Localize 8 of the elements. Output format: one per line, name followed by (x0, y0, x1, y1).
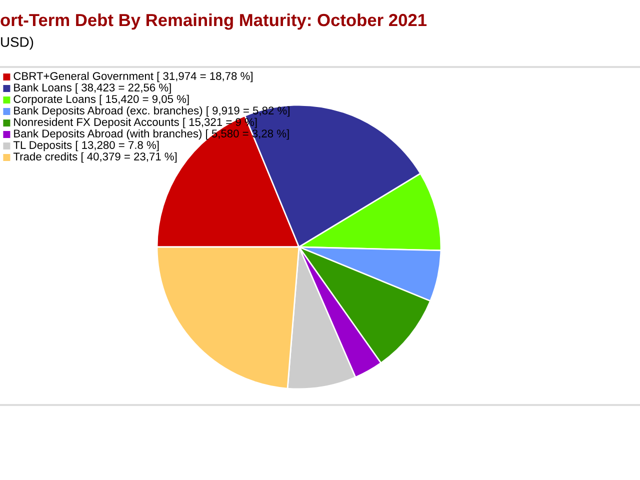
legend-label: TL Deposits [ 13,280 = 7.8 %] (13, 140, 159, 152)
chart-title: ort-Term Debt By Remaining Maturity: October 2021 (0, 13, 427, 30)
legend-label: Trade credits [ 40,379 = 23,71 %] (13, 152, 177, 163)
legend-label: Bank Deposits Abroad (with branches) [ 5,580 = 3,28 %] (14, 129, 289, 140)
chart-subtitle: USD) (1, 36, 34, 50)
legend-label: Corporate Loans [ 15,420 = 9,05 %] (14, 94, 189, 106)
legend-label: CBRT+General Government [ 31,974 = 18,78 %] (14, 72, 252, 82)
legend-label: Bank Loans [ 38,423 = 22,56 %] (14, 83, 171, 94)
